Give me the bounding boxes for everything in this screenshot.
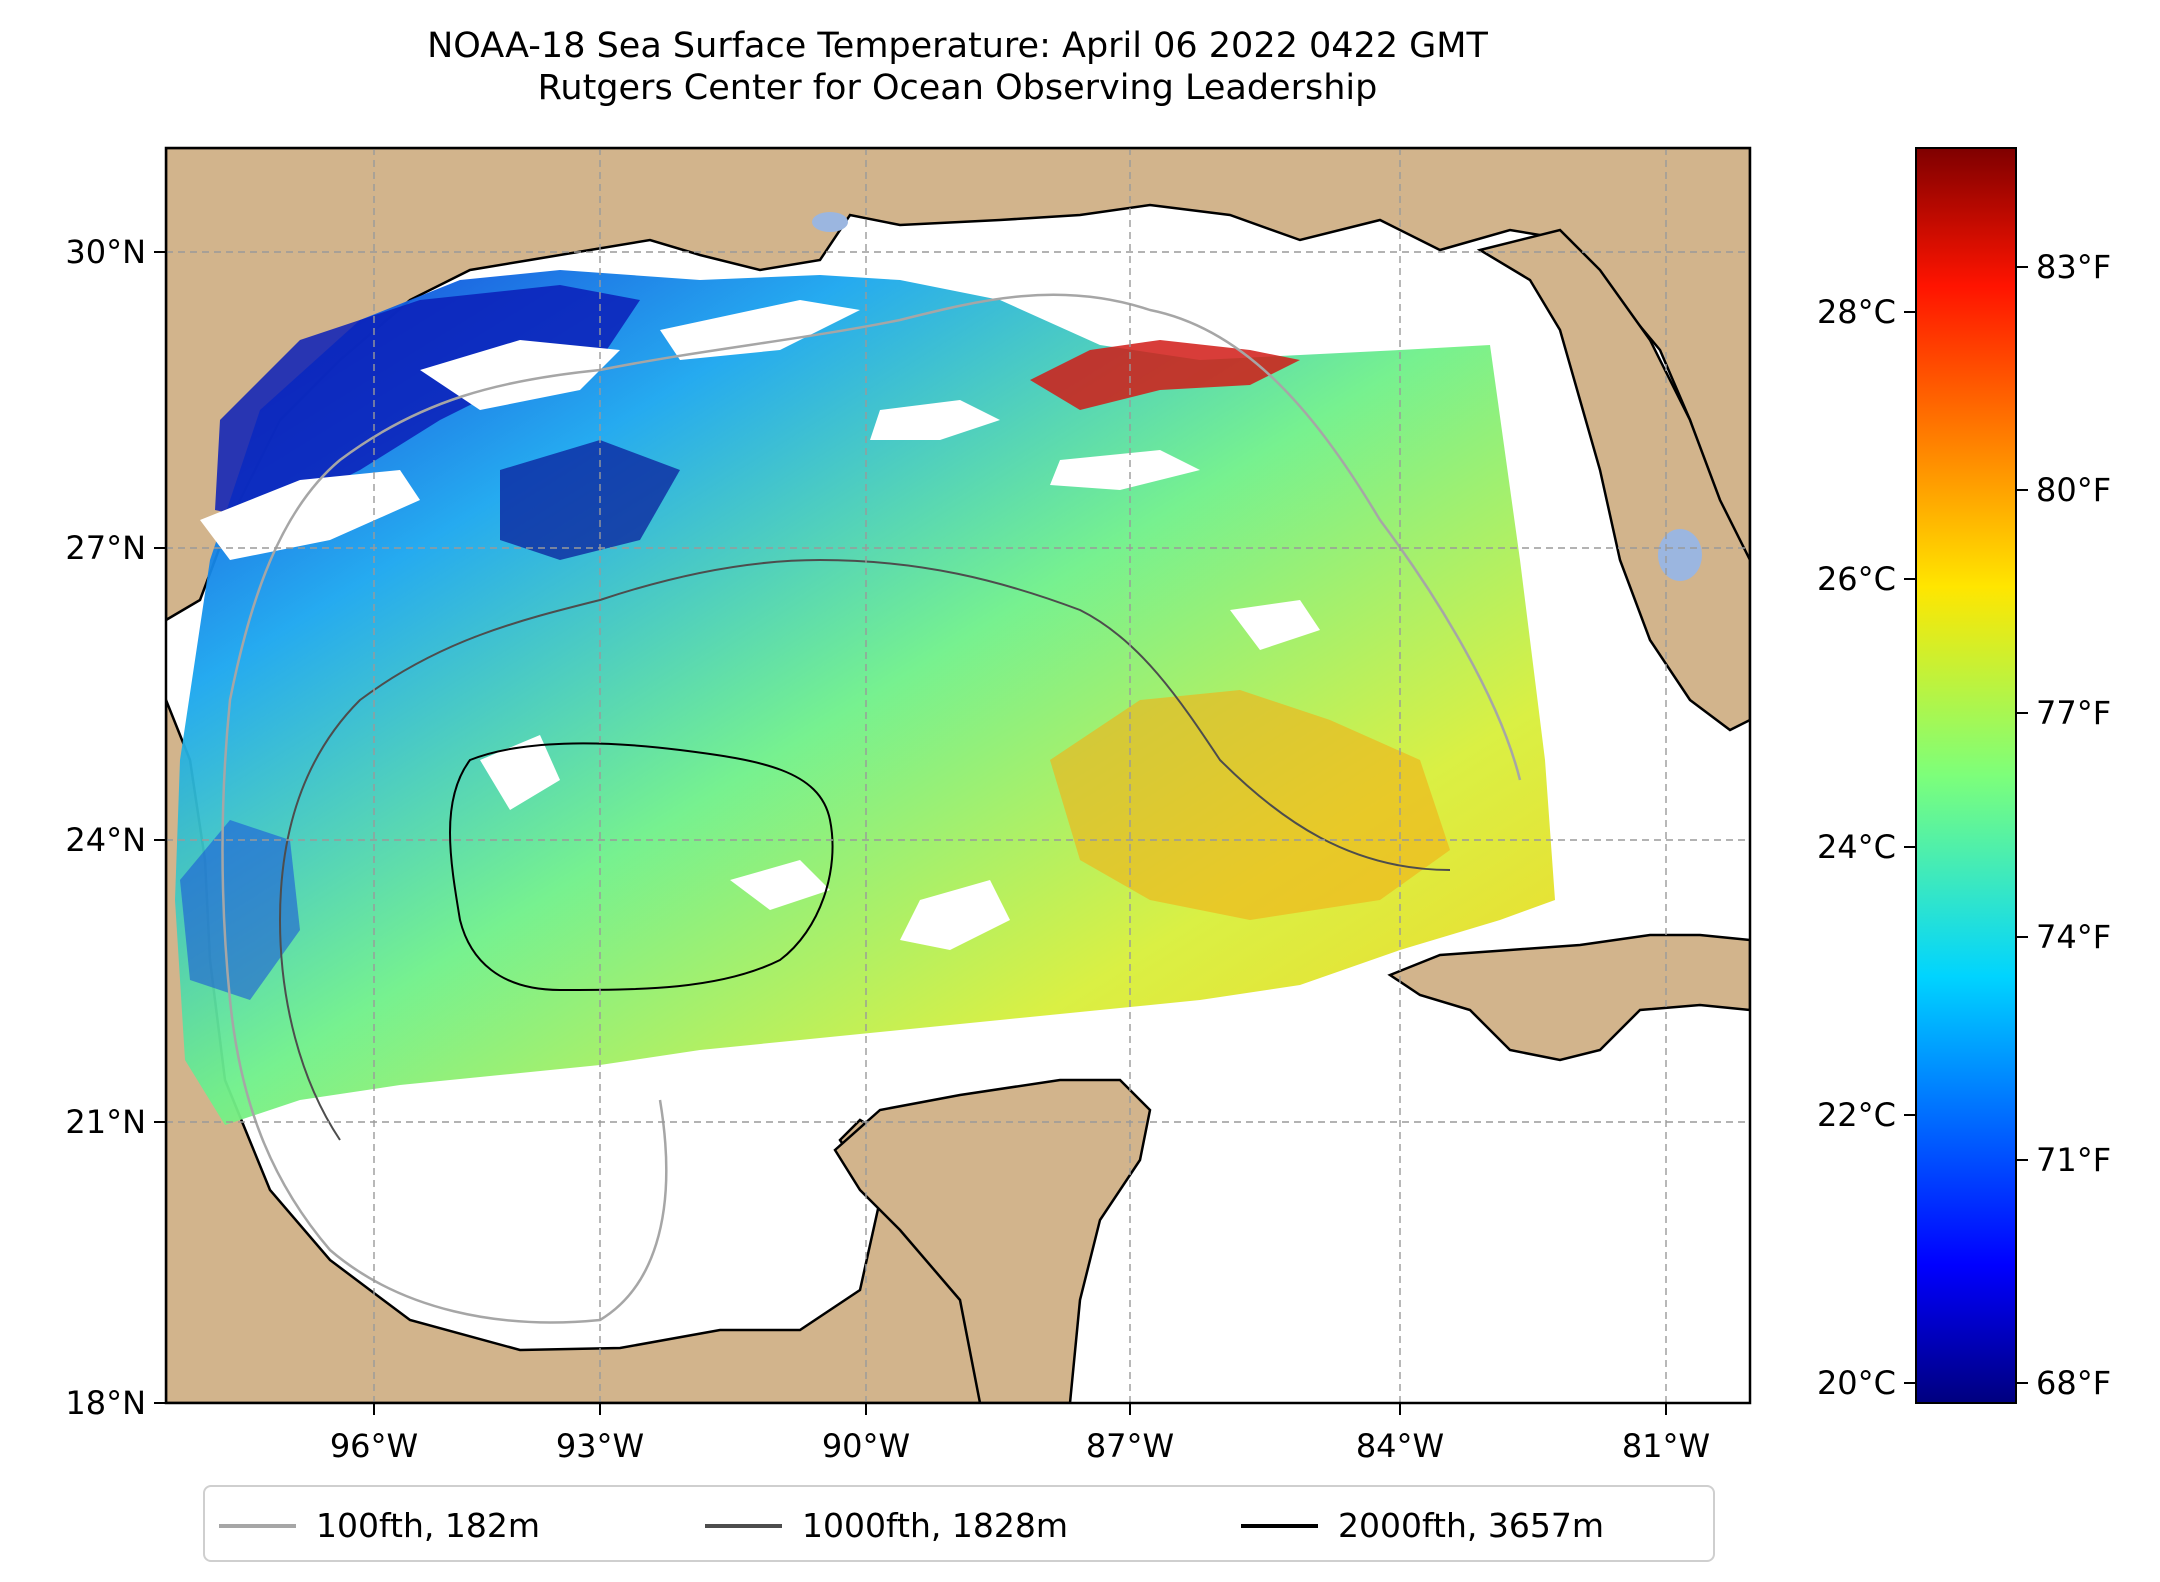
legend-label: 2000fth, 3657m	[1338, 1506, 1604, 1545]
lake-pontchartrain	[812, 212, 848, 232]
colorbar-celsius-label: 24°C	[1817, 828, 1896, 866]
map-title: NOAA-18 Sea Surface Temperature: April 0…	[427, 26, 1488, 66]
cuba-land	[1387, 933, 1750, 1062]
gridlines	[166, 148, 1750, 1403]
legend-item-2000fth: 2000fth, 3657m	[1241, 1487, 1604, 1564]
colorbar-gradient	[1915, 147, 2017, 1404]
legend-label: 1000fth, 1828m	[802, 1506, 1068, 1545]
colorbar-fahrenheit-label: 80°F	[2036, 471, 2111, 509]
colorbar-fahrenheit-label: 83°F	[2036, 248, 2111, 286]
lon-tick-label: 87°W	[1086, 1427, 1174, 1465]
colorbar-celsius-label: 22°C	[1817, 1096, 1896, 1134]
longitude-axis: 96°W 93°W 90°W 87°W 84°W 81°W	[330, 1403, 1710, 1465]
colorbar: 20°C 22°C 24°C 26°C 28°C 68°F 71°F 74°F …	[1817, 147, 2111, 1404]
lake-okeechobee	[1658, 529, 1702, 581]
lat-tick-label: 24°N	[65, 821, 146, 859]
yucatan-peninsula-land	[833, 1078, 1152, 1403]
map-subtitle: Rutgers Center for Ocean Observing Leade…	[537, 68, 1378, 108]
lat-tick-label: 30°N	[65, 233, 146, 271]
isobath-legend: 100fth, 182m 1000fth, 1828m 2000fth, 365…	[203, 1485, 1715, 1562]
colorbar-celsius-label: 20°C	[1817, 1364, 1896, 1402]
colorbar-fahrenheit-label: 74°F	[2036, 918, 2111, 956]
lat-tick-label: 21°N	[65, 1103, 146, 1141]
lon-tick-label: 84°W	[1356, 1427, 1444, 1465]
colorbar-celsius-label: 28°C	[1817, 293, 1896, 331]
lon-tick-label: 96°W	[330, 1427, 418, 1465]
isobath-1000fth	[278, 558, 1451, 1141]
map-frame	[164, 146, 1752, 1405]
lon-tick-label: 93°W	[556, 1427, 644, 1465]
legend-item-1000fth: 1000fth, 1828m	[705, 1487, 1068, 1564]
lon-tick-label: 81°W	[1622, 1427, 1710, 1465]
isobath-2000fth	[449, 742, 834, 992]
latitude-axis: 30°N 27°N 24°N 21°N 18°N	[65, 233, 166, 1422]
legend-swatch-1000fth	[705, 1523, 782, 1528]
lon-tick-label: 90°W	[822, 1427, 910, 1465]
legend-item-100fth: 100fth, 182m	[219, 1487, 540, 1564]
sst-swath	[175, 270, 1555, 1125]
map-area	[166, 148, 1750, 1403]
lat-tick-label: 27°N	[65, 529, 146, 567]
lat-tick-label: 18°N	[65, 1384, 146, 1422]
legend-swatch-100fth	[219, 1523, 296, 1528]
colorbar-fahrenheit-label: 68°F	[2036, 1364, 2111, 1402]
florida-peninsula-land	[1476, 228, 1750, 732]
legend-swatch-2000fth	[1241, 1523, 1318, 1528]
colorbar-celsius-label: 26°C	[1817, 560, 1896, 598]
colorbar-fahrenheit-label: 77°F	[2036, 694, 2111, 732]
legend-label: 100fth, 182m	[316, 1506, 540, 1545]
colorbar-fahrenheit-label: 71°F	[2036, 1141, 2111, 1179]
isobath-100fth	[221, 293, 1522, 1324]
